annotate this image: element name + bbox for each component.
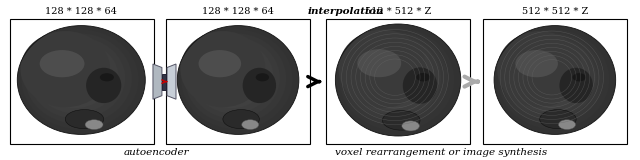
Ellipse shape [211, 60, 242, 88]
Ellipse shape [559, 68, 593, 103]
Ellipse shape [49, 56, 92, 93]
Ellipse shape [180, 31, 266, 107]
Ellipse shape [513, 45, 584, 108]
Ellipse shape [497, 31, 582, 107]
Ellipse shape [402, 121, 419, 131]
Ellipse shape [223, 110, 259, 129]
Ellipse shape [200, 49, 261, 103]
Ellipse shape [242, 120, 259, 129]
Ellipse shape [256, 73, 269, 81]
Ellipse shape [37, 45, 112, 108]
Ellipse shape [243, 68, 276, 103]
Ellipse shape [58, 64, 79, 82]
Ellipse shape [403, 67, 437, 104]
Bar [166, 19, 310, 144]
Ellipse shape [378, 68, 389, 77]
Ellipse shape [53, 60, 85, 88]
Text: 512 * 512 * Z: 512 * 512 * Z [522, 7, 588, 16]
Ellipse shape [363, 52, 415, 98]
Ellipse shape [219, 68, 229, 77]
Text: interpolation: interpolation [307, 7, 384, 16]
Ellipse shape [204, 53, 255, 98]
Ellipse shape [61, 68, 72, 77]
Ellipse shape [33, 41, 118, 114]
Ellipse shape [177, 26, 299, 134]
Ellipse shape [21, 29, 139, 129]
Ellipse shape [100, 73, 114, 81]
Ellipse shape [351, 40, 435, 115]
Text: 128 * 128 * 64: 128 * 128 * 64 [202, 7, 274, 16]
Ellipse shape [20, 31, 110, 107]
Ellipse shape [25, 33, 132, 124]
Ellipse shape [517, 49, 578, 103]
Ellipse shape [196, 45, 268, 108]
Ellipse shape [498, 29, 609, 129]
Ellipse shape [416, 73, 430, 81]
Ellipse shape [536, 68, 546, 77]
Ellipse shape [29, 37, 125, 119]
Polygon shape [167, 64, 176, 99]
Ellipse shape [509, 41, 590, 114]
Ellipse shape [17, 26, 145, 134]
Ellipse shape [521, 53, 572, 98]
Bar [326, 19, 470, 144]
Ellipse shape [215, 64, 236, 82]
Text: 512 * 512 * Z: 512 * 512 * Z [365, 7, 431, 16]
Ellipse shape [189, 37, 280, 119]
Ellipse shape [198, 50, 241, 77]
Ellipse shape [502, 33, 603, 124]
Ellipse shape [371, 60, 402, 88]
Text: autoencoder: autoencoder [124, 148, 189, 157]
Text: voxel rearrangement or image synthesis: voxel rearrangement or image synthesis [335, 148, 548, 157]
Ellipse shape [359, 48, 422, 104]
Ellipse shape [41, 49, 105, 103]
Bar [10, 19, 154, 144]
Ellipse shape [383, 111, 420, 130]
Ellipse shape [357, 49, 401, 77]
Text: 128 * 128 * 64: 128 * 128 * 64 [45, 7, 117, 16]
Ellipse shape [494, 26, 616, 134]
Ellipse shape [185, 33, 286, 124]
Ellipse shape [343, 32, 448, 125]
Ellipse shape [573, 73, 586, 81]
Ellipse shape [506, 37, 596, 119]
Ellipse shape [559, 120, 575, 129]
Ellipse shape [374, 64, 396, 82]
Ellipse shape [367, 56, 408, 93]
Ellipse shape [207, 56, 248, 93]
Ellipse shape [85, 120, 103, 129]
Ellipse shape [65, 110, 104, 129]
Ellipse shape [528, 60, 559, 88]
Ellipse shape [339, 30, 426, 108]
Ellipse shape [193, 41, 273, 114]
Ellipse shape [540, 110, 576, 129]
Ellipse shape [86, 68, 122, 103]
Ellipse shape [355, 44, 428, 109]
Bar [162, 74, 166, 90]
Bar [483, 19, 627, 144]
Ellipse shape [515, 50, 558, 77]
Ellipse shape [339, 28, 454, 131]
Ellipse shape [525, 56, 565, 93]
Ellipse shape [335, 24, 461, 136]
Ellipse shape [40, 50, 84, 77]
Polygon shape [153, 64, 162, 99]
Ellipse shape [347, 36, 441, 120]
Ellipse shape [532, 64, 552, 82]
Ellipse shape [181, 29, 292, 129]
Ellipse shape [45, 53, 99, 98]
